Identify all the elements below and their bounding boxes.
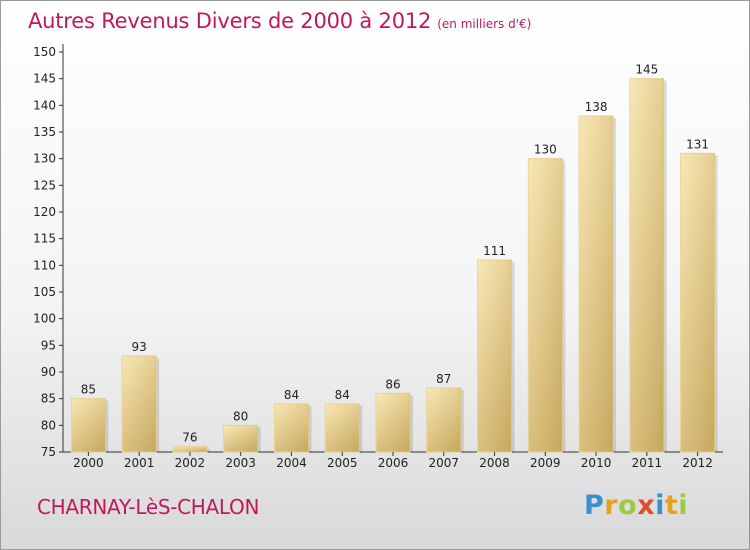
- bar-shade: [325, 404, 360, 452]
- y-tick-label: 125: [33, 178, 56, 192]
- bar-shade: [223, 425, 258, 452]
- bar-shade: [629, 78, 664, 453]
- chart-title-text: Autres Revenus Divers de 2000 à 2012: [28, 9, 432, 33]
- bar-value-label: 86: [385, 377, 400, 391]
- x-tick-label: 2001: [124, 456, 155, 470]
- x-tick-label: 2012: [682, 456, 713, 470]
- bar-value-label: 111: [483, 244, 506, 258]
- y-tick-label: 90: [41, 365, 56, 379]
- y-tick-label: 80: [41, 418, 56, 432]
- commune-name: CHARNAY-LèS-CHALON: [37, 495, 260, 519]
- proxiti-logo: Proxiti: [584, 490, 689, 521]
- bar-value-label: 145: [635, 63, 658, 77]
- bar-value-label: 84: [335, 388, 350, 402]
- bar-shade: [274, 404, 309, 452]
- x-tick-label: 2000: [73, 456, 104, 470]
- bar-shade: [376, 393, 410, 452]
- bar-value-label: 76: [182, 431, 197, 445]
- y-tick-label: 105: [33, 285, 56, 299]
- chart-title: Autres Revenus Divers de 2000 à 2012 (en …: [28, 9, 531, 33]
- x-tick-label: 2004: [276, 456, 307, 470]
- bar-value-label: 87: [436, 372, 451, 386]
- y-tick-label: 110: [33, 258, 56, 272]
- bar-value-label: 93: [132, 340, 147, 354]
- bar-shade: [71, 398, 106, 452]
- x-tick-label: 2008: [479, 456, 510, 470]
- bar-value-label: 80: [233, 409, 248, 423]
- x-tick-label: 2003: [225, 456, 256, 470]
- y-tick-label: 75: [41, 445, 56, 459]
- bar-shade: [528, 158, 563, 452]
- bar-shade: [477, 260, 512, 452]
- bar-shade: [122, 356, 157, 452]
- bar-value-label: 130: [534, 143, 557, 157]
- y-tick-label: 120: [33, 205, 56, 219]
- chart-subtitle: (en milliers d'€): [437, 17, 532, 31]
- bar-value-label: 131: [686, 137, 709, 151]
- bar-value-label: 85: [81, 383, 96, 397]
- x-tick-label: 2009: [530, 456, 561, 470]
- y-tick-label: 130: [33, 152, 56, 166]
- x-tick-label: 2011: [632, 456, 663, 470]
- bar-value-label: 84: [284, 388, 299, 402]
- y-tick-label: 140: [33, 98, 56, 112]
- y-tick-label: 85: [41, 392, 56, 406]
- x-tick-label: 2007: [428, 456, 459, 470]
- x-tick-label: 2006: [378, 456, 409, 470]
- bar-shade: [172, 446, 207, 452]
- y-tick-label: 145: [33, 72, 56, 86]
- y-tick-label: 100: [33, 312, 56, 326]
- x-tick-label: 2002: [175, 456, 206, 470]
- bar-shade: [680, 153, 715, 453]
- y-tick-label: 95: [41, 338, 56, 352]
- y-tick-label: 150: [33, 45, 56, 59]
- y-tick-label: 115: [33, 232, 56, 246]
- x-tick-label: 2005: [327, 456, 358, 470]
- x-tick-label: 2010: [581, 456, 612, 470]
- bar-value-label: 138: [585, 100, 608, 114]
- y-tick-label: 135: [33, 125, 56, 139]
- bar-shade: [426, 388, 461, 452]
- bar-shade: [579, 116, 614, 452]
